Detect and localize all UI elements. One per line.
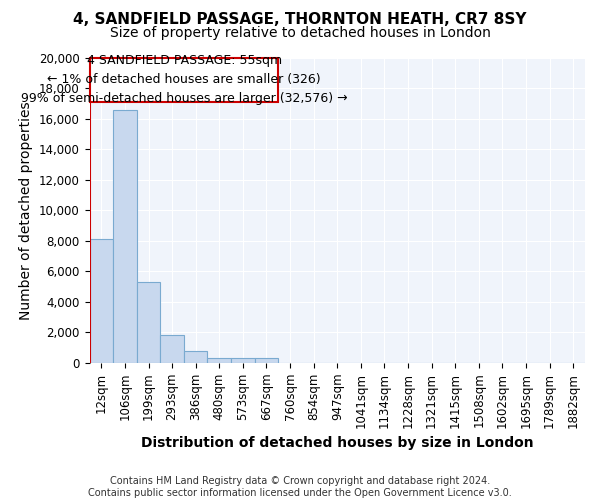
Bar	[184, 350, 208, 363]
Text: 4 SANDFIELD PASSAGE: 55sqm
← 1% of detached houses are smaller (326)
99% of semi: 4 SANDFIELD PASSAGE: 55sqm ← 1% of detac…	[21, 54, 347, 105]
Text: Size of property relative to detached houses in London: Size of property relative to detached ho…	[110, 26, 490, 40]
Bar	[137, 282, 160, 363]
Bar	[160, 336, 184, 363]
Text: Contains HM Land Registry data © Crown copyright and database right 2024.
Contai: Contains HM Land Registry data © Crown c…	[88, 476, 512, 498]
Bar	[89, 239, 113, 363]
Bar	[113, 110, 137, 363]
X-axis label: Distribution of detached houses by size in London: Distribution of detached houses by size …	[141, 436, 533, 450]
Bar	[208, 358, 231, 363]
Bar	[254, 358, 278, 363]
Bar	[231, 358, 254, 363]
Y-axis label: Number of detached properties: Number of detached properties	[19, 101, 34, 320]
Text: 4, SANDFIELD PASSAGE, THORNTON HEATH, CR7 8SY: 4, SANDFIELD PASSAGE, THORNTON HEATH, CR…	[73, 12, 527, 28]
FancyBboxPatch shape	[90, 58, 278, 102]
